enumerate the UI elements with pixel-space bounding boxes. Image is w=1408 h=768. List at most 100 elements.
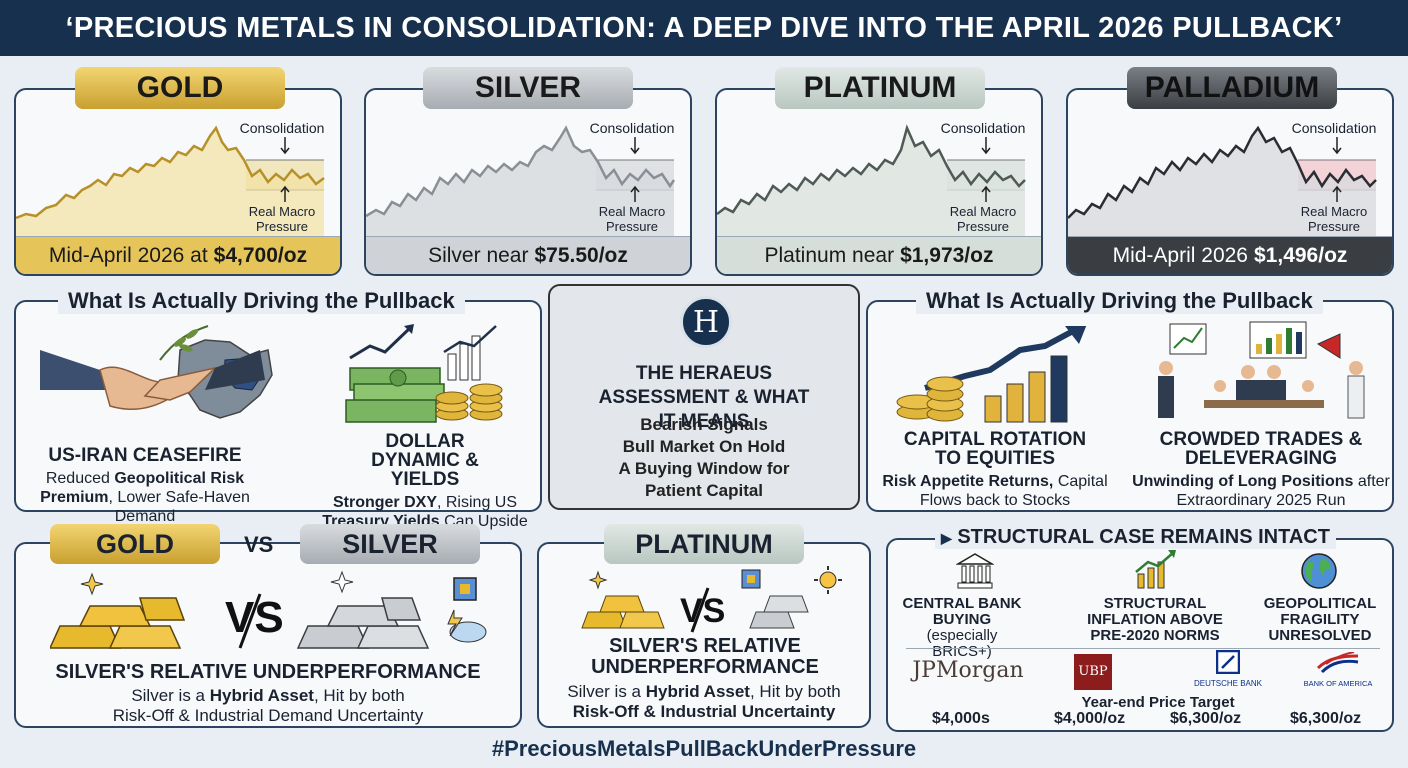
pillar-geopolitical-fragility: GEOPOLITICAL FRAGILITY UNRESOLVED xyxy=(1263,595,1377,644)
deutsche-bank-slash-icon xyxy=(1215,649,1241,675)
assessment-title: THE HERAEUS ASSESSMENT & WHAT IT MEANS xyxy=(598,363,810,432)
driver-heading: CROWDED TRADES & DELEVERAGING xyxy=(1159,429,1363,469)
platinum-card: Consolidation Real Macro Pressure Platin… xyxy=(715,88,1043,276)
target-ubp: $4,000/oz xyxy=(1054,710,1126,727)
bank-of-america-flag-icon xyxy=(1316,651,1359,674)
platinum-price-line xyxy=(717,128,1025,240)
gold-card: Consolidation Real Macro Pressure Mid-Ap… xyxy=(14,88,342,276)
bank-building-icon xyxy=(956,553,994,589)
platinum-card-tag: PLATINUM xyxy=(775,67,985,109)
arrow-up-icon xyxy=(981,185,991,202)
footer-prefix: Platinum near xyxy=(764,243,895,267)
drivers-right-title: What Is Actually Driving the Pullback xyxy=(916,288,1323,314)
coin-stacks xyxy=(435,383,503,421)
driver-heading: CAPITAL ROTATION TO EQUITIES xyxy=(903,429,1087,469)
driver-body: Risk Appetite Returns, Capital Flows bac… xyxy=(882,473,1108,509)
footer-price: $75.50/oz xyxy=(534,243,628,267)
arrow-up-icon xyxy=(1332,185,1342,202)
gold-silver-bars-icon: VS xyxy=(50,570,487,649)
gold-price-line xyxy=(16,128,324,240)
palladium-price-footer: Mid-April 2026 $1,496/oz xyxy=(1068,236,1392,274)
pillar-central-bank: CENTRAL BANK BUYING (especially BRICS+) xyxy=(902,595,1022,660)
macro-pressure-label: Real Macro Pressure xyxy=(949,204,1017,234)
footer-price: $1,496/oz xyxy=(1254,243,1348,267)
platinum-bars-icon: VS xyxy=(581,566,842,633)
consolidation-label: Consolidation xyxy=(1291,120,1377,136)
inflation-chart-icon xyxy=(1135,550,1176,589)
bank-of-america-logo: BANK OF AMERICA xyxy=(1296,651,1380,688)
price-target-label: Year-end Price Target xyxy=(1081,694,1235,711)
play-arrow-icon: ▶ xyxy=(941,530,952,546)
jpmorgan-logo: JPMorgan xyxy=(912,658,1024,683)
drivers-left-title: What Is Actually Driving the Pullback xyxy=(58,288,465,314)
target-deutsche-bank: $6,300/oz xyxy=(1170,710,1242,727)
gold-vs-silver-panel xyxy=(14,542,522,728)
gold-price-footer: Mid-April 2026 at $4,700/oz xyxy=(16,236,340,274)
driver-heading: US-IRAN CEASEFIRE xyxy=(48,445,242,466)
gold-bars xyxy=(50,597,186,649)
silver-card: Consolidation Real Macro Pressure Silver… xyxy=(364,88,692,276)
platinum-underperformance-heading: SILVER'S RELATIVE UNDERPERFORMANCE xyxy=(591,635,819,678)
heraeus-assessment-panel: H THE HERAEUS ASSESSMENT & WHAT IT MEANS… xyxy=(548,284,860,510)
vs-label: VS xyxy=(244,532,274,557)
driver-body: Reduced Geopolitical Risk Premium, Lower… xyxy=(40,470,250,525)
driver-crowded-trades: CROWDED TRADES & DELEVERAGING Unwinding … xyxy=(1128,430,1394,510)
assessment-line: Bull Market On Hold xyxy=(622,437,786,456)
platinum-tag: PLATINUM xyxy=(604,524,804,564)
silver-bars xyxy=(296,597,430,649)
silver-card-tag: SILVER xyxy=(423,67,633,109)
platinum-panel xyxy=(537,542,871,728)
silver-price-footer: Silver near $75.50/oz xyxy=(366,236,690,274)
consolidation-label: Consolidation xyxy=(940,120,1026,136)
driver-ceasefire: US-IRAN CEASEFIRE Reduced Geopolitical R… xyxy=(20,446,270,526)
palladium-card-tag: PALLADIUM xyxy=(1127,67,1337,109)
silver-price-chart xyxy=(366,125,676,240)
globe-icon xyxy=(1301,553,1337,589)
sparkle-icon xyxy=(80,572,104,596)
big-vs-text: VS xyxy=(680,592,725,630)
underperformance-heading: SILVER'S RELATIVE UNDERPERFORMANCE xyxy=(55,661,481,683)
footer-prefix: Mid-April 2026 at xyxy=(48,243,208,267)
platinum-price-footer: Platinum near $1,973/oz xyxy=(717,236,1041,274)
arrow-down-icon xyxy=(1332,137,1342,155)
target-bank-of-america: $6,300/oz xyxy=(1290,710,1362,727)
consolidation-label: Consolidation xyxy=(239,120,325,136)
divider xyxy=(906,648,1380,649)
assessment-lines: Bearish Signals Bull Market On Hold A Bu… xyxy=(550,414,858,502)
palladium-price-chart xyxy=(1068,125,1377,240)
page-title: ‘PRECIOUS METALS IN CONSOLIDATION: A DEE… xyxy=(0,0,1408,56)
assessment-line: Bearish Signals xyxy=(640,415,768,434)
platinum-price-chart xyxy=(717,124,1026,240)
deutsche-bank-logo: DEUTSCHE BANK xyxy=(1186,649,1270,688)
chip-icon xyxy=(453,577,477,601)
palladium-card: Consolidation Real Macro Pressure Mid-Ap… xyxy=(1066,88,1394,276)
sparkle-icon xyxy=(588,570,608,590)
pillar-structural-inflation: STRUCTURAL INFLATION ABOVE PRE-2020 NORM… xyxy=(1087,595,1223,644)
platinum-underperformance-body: Silver is a Hybrid Asset, Hit by both Ri… xyxy=(567,682,841,721)
gold-tag: GOLD xyxy=(50,524,220,564)
silver-price-line xyxy=(366,128,674,240)
footer-prefix: Mid-April 2026 xyxy=(1112,243,1248,267)
big-vs-text: VS xyxy=(225,593,284,642)
chip-icon xyxy=(741,569,761,589)
arrow-down-icon xyxy=(280,137,290,155)
rising-chart-coins-icon xyxy=(896,326,1087,423)
macro-pressure-label: Real Macro Pressure xyxy=(598,204,666,234)
palladium-price-line xyxy=(1068,128,1376,240)
arrow-up-icon xyxy=(280,185,290,202)
arrow-down-icon xyxy=(981,137,991,155)
assessment-line: A Buying Window for xyxy=(618,459,790,478)
footer-price: $4,700/oz xyxy=(213,243,308,267)
footer-price: $1,973/oz xyxy=(900,243,994,267)
consolidation-label: Consolidation xyxy=(589,120,675,136)
driver-dollar-yields: DOLLAR DYNAMIC & YIELDS Stronger DXY, Ri… xyxy=(300,432,550,531)
macro-pressure-label: Real Macro Pressure xyxy=(1300,204,1368,234)
money-stack-icon xyxy=(345,324,503,423)
sun-icon xyxy=(814,566,842,594)
driver-heading: DOLLAR DYNAMIC & YIELDS xyxy=(371,431,479,490)
target-jpmorgan: $4,000s xyxy=(932,710,990,727)
trading-meeting-icon xyxy=(1158,321,1365,419)
handshake-map-icon xyxy=(40,325,273,419)
arrow-up-icon xyxy=(630,185,640,202)
driver-capital-rotation: CAPITAL ROTATION TO EQUITIES Risk Appeti… xyxy=(870,430,1120,510)
